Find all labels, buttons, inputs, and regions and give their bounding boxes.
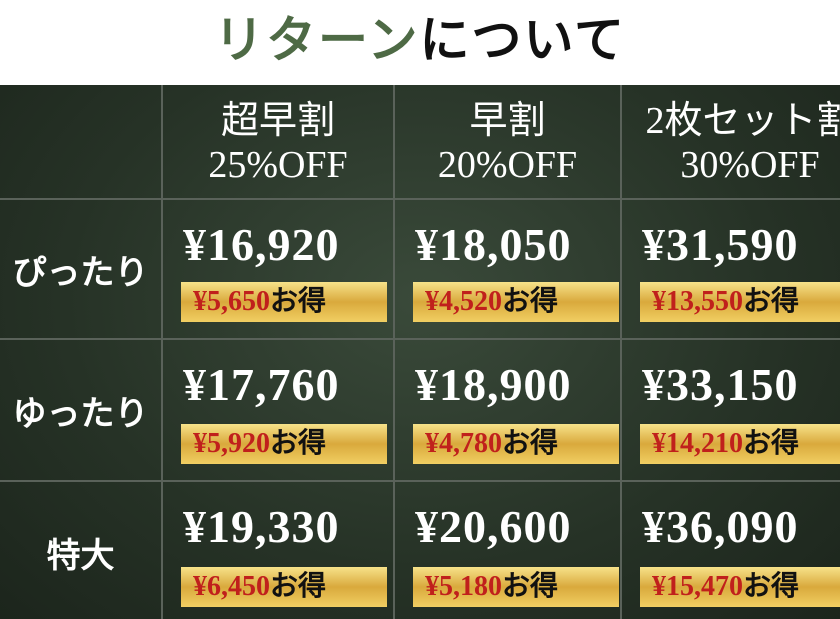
price: ¥33,150 <box>642 359 799 410</box>
saving-amount: ¥5,180 <box>425 571 502 602</box>
column-name: 2枚セット割 <box>645 100 840 142</box>
row-header: ゆったり <box>0 340 163 482</box>
price: ¥16,920 <box>183 219 340 270</box>
row-header: ぴったり <box>0 200 163 340</box>
saving-badge: ¥5,920お得 <box>181 424 387 464</box>
price-cell: ¥17,760 ¥5,920お得 <box>163 340 395 482</box>
column-discount: 20%OFF <box>437 144 578 186</box>
saving-badge: ¥14,210お得 <box>640 424 840 464</box>
price: ¥19,330 <box>183 501 340 552</box>
saving-badge: ¥6,450お得 <box>181 567 387 607</box>
saving-amount: ¥5,920 <box>193 428 270 459</box>
saving-amount: ¥4,520 <box>425 286 502 317</box>
saving-badge: ¥5,180お得 <box>413 567 619 607</box>
column-discount: 30%OFF <box>680 144 820 186</box>
saving-suffix: お得 <box>743 428 800 459</box>
saving-amount: ¥13,550 <box>652 286 743 317</box>
price-cell: ¥19,330 ¥6,450お得 <box>163 482 395 619</box>
column-discount: 25%OFF <box>208 144 348 186</box>
saving-suffix: お得 <box>502 571 559 602</box>
column-name: 超早割 <box>220 100 335 142</box>
saving-suffix: お得 <box>743 571 800 602</box>
saving-badge: ¥15,470お得 <box>640 567 840 607</box>
price-cell: ¥33,150 ¥14,210お得 <box>622 340 840 482</box>
saving-badge: ¥4,780お得 <box>413 424 619 464</box>
saving-badge: ¥13,550お得 <box>640 282 840 322</box>
saving-suffix: お得 <box>743 286 800 317</box>
saving-suffix: お得 <box>270 571 327 602</box>
saving-suffix: お得 <box>502 428 559 459</box>
price-cell: ¥36,090 ¥15,470お得 <box>622 482 840 619</box>
price-cell: ¥18,050 ¥4,520お得 <box>395 200 622 340</box>
saving-amount: ¥4,780 <box>425 428 502 459</box>
saving-amount: ¥5,650 <box>193 286 270 317</box>
price: ¥36,090 <box>642 501 799 552</box>
saving-badge: ¥5,650お得 <box>181 282 387 322</box>
column-name: 早割 <box>469 100 546 142</box>
price: ¥31,590 <box>642 219 799 270</box>
title-rest: について <box>419 12 626 68</box>
price: ¥17,760 <box>183 359 340 410</box>
saving-badge: ¥4,520お得 <box>413 282 619 322</box>
row-header: 特大 <box>0 482 163 619</box>
saving-suffix: お得 <box>270 428 327 459</box>
price: ¥18,050 <box>415 219 572 270</box>
saving-amount: ¥14,210 <box>652 428 743 459</box>
column-header: 早割 20%OFF <box>395 85 622 200</box>
price-cell: ¥20,600 ¥5,180お得 <box>395 482 622 619</box>
corner-cell <box>0 85 163 200</box>
price: ¥20,600 <box>415 501 572 552</box>
price-cell: ¥16,920 ¥5,650お得 <box>163 200 395 340</box>
saving-amount: ¥15,470 <box>652 571 743 602</box>
column-header: 超早割 25%OFF <box>163 85 395 200</box>
price-cell: ¥31,590 ¥13,550お得 <box>622 200 840 340</box>
title-highlight: リターン <box>214 12 420 68</box>
saving-amount: ¥6,450 <box>193 571 270 602</box>
column-header: 2枚セット割 30%OFF <box>622 85 840 200</box>
saving-suffix: お得 <box>270 286 327 317</box>
price-cell: ¥18,900 ¥4,780お得 <box>395 340 622 482</box>
price: ¥18,900 <box>415 359 572 410</box>
saving-suffix: お得 <box>502 286 559 317</box>
price-table: 超早割 25%OFF 早割 20%OFF 2枚セット割 30%OFF ぴったり ¥16,920… <box>0 85 840 619</box>
title: リターンについて <box>0 0 840 85</box>
